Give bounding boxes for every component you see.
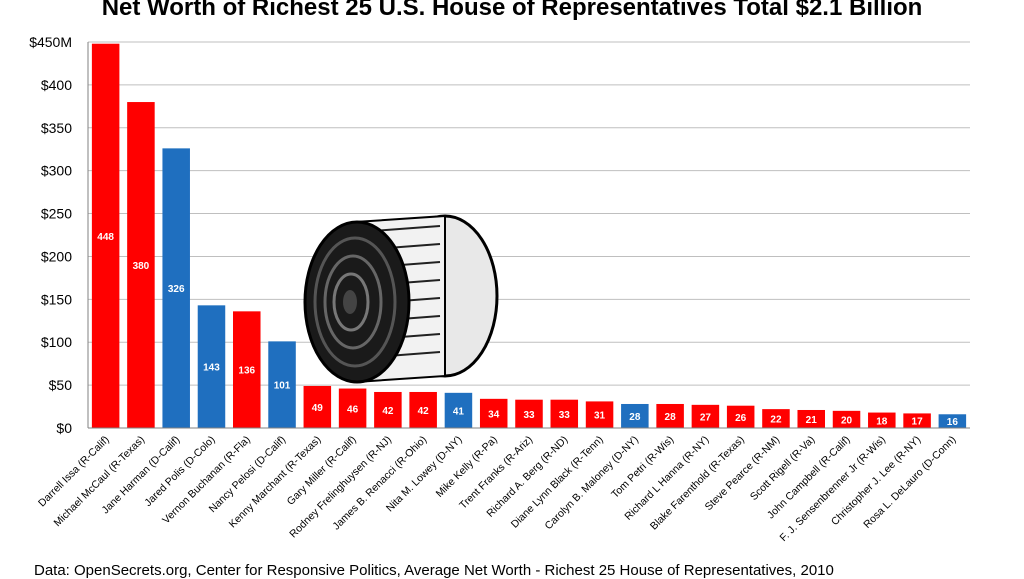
- bar: [374, 391, 402, 428]
- bar-value-label: 31: [594, 411, 606, 422]
- bar: [338, 388, 367, 428]
- y-tick-label: $400: [41, 77, 72, 93]
- y-tick-label: $450M: [29, 34, 72, 50]
- bar-value-label: 101: [274, 381, 291, 392]
- bar-value-label: 28: [629, 412, 641, 423]
- bar: [409, 391, 437, 428]
- bar-value-label: 380: [133, 261, 150, 272]
- y-tick-label: $200: [41, 248, 72, 264]
- bar: [444, 392, 473, 428]
- bar-value-label: 17: [912, 417, 924, 428]
- bar: [91, 43, 120, 429]
- bar-value-label: 326: [168, 284, 185, 295]
- bar: [303, 385, 332, 428]
- bar: [832, 410, 861, 428]
- bar: [621, 403, 649, 428]
- x-category-label: Tom Petri (R-Wis): [609, 434, 676, 501]
- x-category-label: Mike Kelly (R-Pa): [434, 434, 500, 500]
- x-axis: Darrell Issa (R-Calif)Michael McCaul (R-…: [36, 427, 970, 544]
- bar: [868, 412, 896, 428]
- bar-value-label: 21: [806, 415, 818, 426]
- bar: [197, 305, 226, 428]
- bar: [515, 399, 543, 428]
- bar-value-label: 49: [312, 403, 324, 414]
- bar: [550, 399, 579, 428]
- bar: [762, 409, 790, 428]
- y-tick-label: $100: [41, 334, 72, 350]
- bar: [585, 401, 614, 428]
- bar-chart: $0 $50 $100 $150 $200 $250 $300 $350 $400 $450M 4…: [29, 34, 970, 544]
- bar-value-label: 22: [770, 415, 782, 426]
- bar-value-label: 18: [876, 416, 888, 427]
- money-roll-image: [303, 214, 499, 384]
- bar: [726, 405, 755, 428]
- y-tick-label: $300: [41, 163, 72, 179]
- bar: [938, 414, 967, 428]
- bar-value-label: 46: [347, 404, 359, 415]
- bar-value-label: 28: [665, 412, 677, 423]
- bar-value-label: 42: [382, 406, 394, 417]
- bar: [268, 341, 296, 428]
- bar-value-label: 143: [203, 363, 220, 374]
- bar: [479, 398, 508, 428]
- bar-value-label: 41: [453, 406, 465, 417]
- bar: [656, 403, 684, 428]
- x-category-label: Scott Rigell (R-Va): [748, 434, 817, 503]
- bar-value-label: 448: [97, 232, 114, 243]
- bar: [691, 404, 720, 428]
- bar: [162, 148, 190, 428]
- bar-value-label: 16: [947, 417, 959, 428]
- y-axis: $0 $50 $100 $150 $200 $250 $300 $350 $400 $450M: [29, 34, 89, 436]
- bar-value-label: 34: [488, 409, 500, 420]
- bar: [233, 311, 261, 428]
- chart-title: Net Worth of Richest 25 U.S. House of Re…: [101, 0, 923, 21]
- y-tick-label: $350: [41, 120, 72, 136]
- bar-value-label: 42: [418, 406, 430, 417]
- bar-value-label: 33: [559, 410, 571, 421]
- bar-value-label: 33: [523, 410, 535, 421]
- bars: [91, 43, 967, 429]
- y-tick-label: $0: [56, 420, 72, 436]
- data-source-note: Data: OpenSecrets.org, Center for Respon…: [34, 562, 834, 579]
- y-tick-label: $250: [41, 206, 72, 222]
- bar: [127, 102, 155, 429]
- value-labels: 448 380 326 143 136 101 49 46 42 42 41 34 33 33 31 28 28…: [97, 232, 958, 428]
- bar-value-label: 136: [238, 366, 255, 377]
- y-tick-label: $150: [41, 291, 72, 307]
- bar-value-label: 27: [700, 412, 712, 423]
- y-tick-label: $50: [49, 377, 73, 393]
- bar-value-label: 20: [841, 415, 853, 426]
- bar: [797, 409, 825, 428]
- bar: [903, 413, 931, 428]
- bar-value-label: 26: [735, 413, 747, 424]
